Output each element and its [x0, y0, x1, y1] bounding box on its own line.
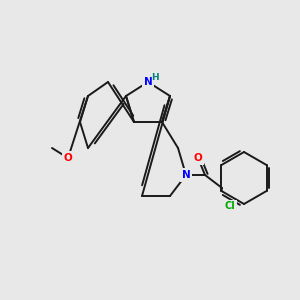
Text: H: H: [151, 74, 159, 82]
Text: O: O: [194, 153, 202, 163]
Text: N: N: [182, 170, 190, 180]
Text: O: O: [64, 153, 72, 163]
Text: Cl: Cl: [225, 201, 236, 211]
Text: N: N: [144, 77, 152, 87]
